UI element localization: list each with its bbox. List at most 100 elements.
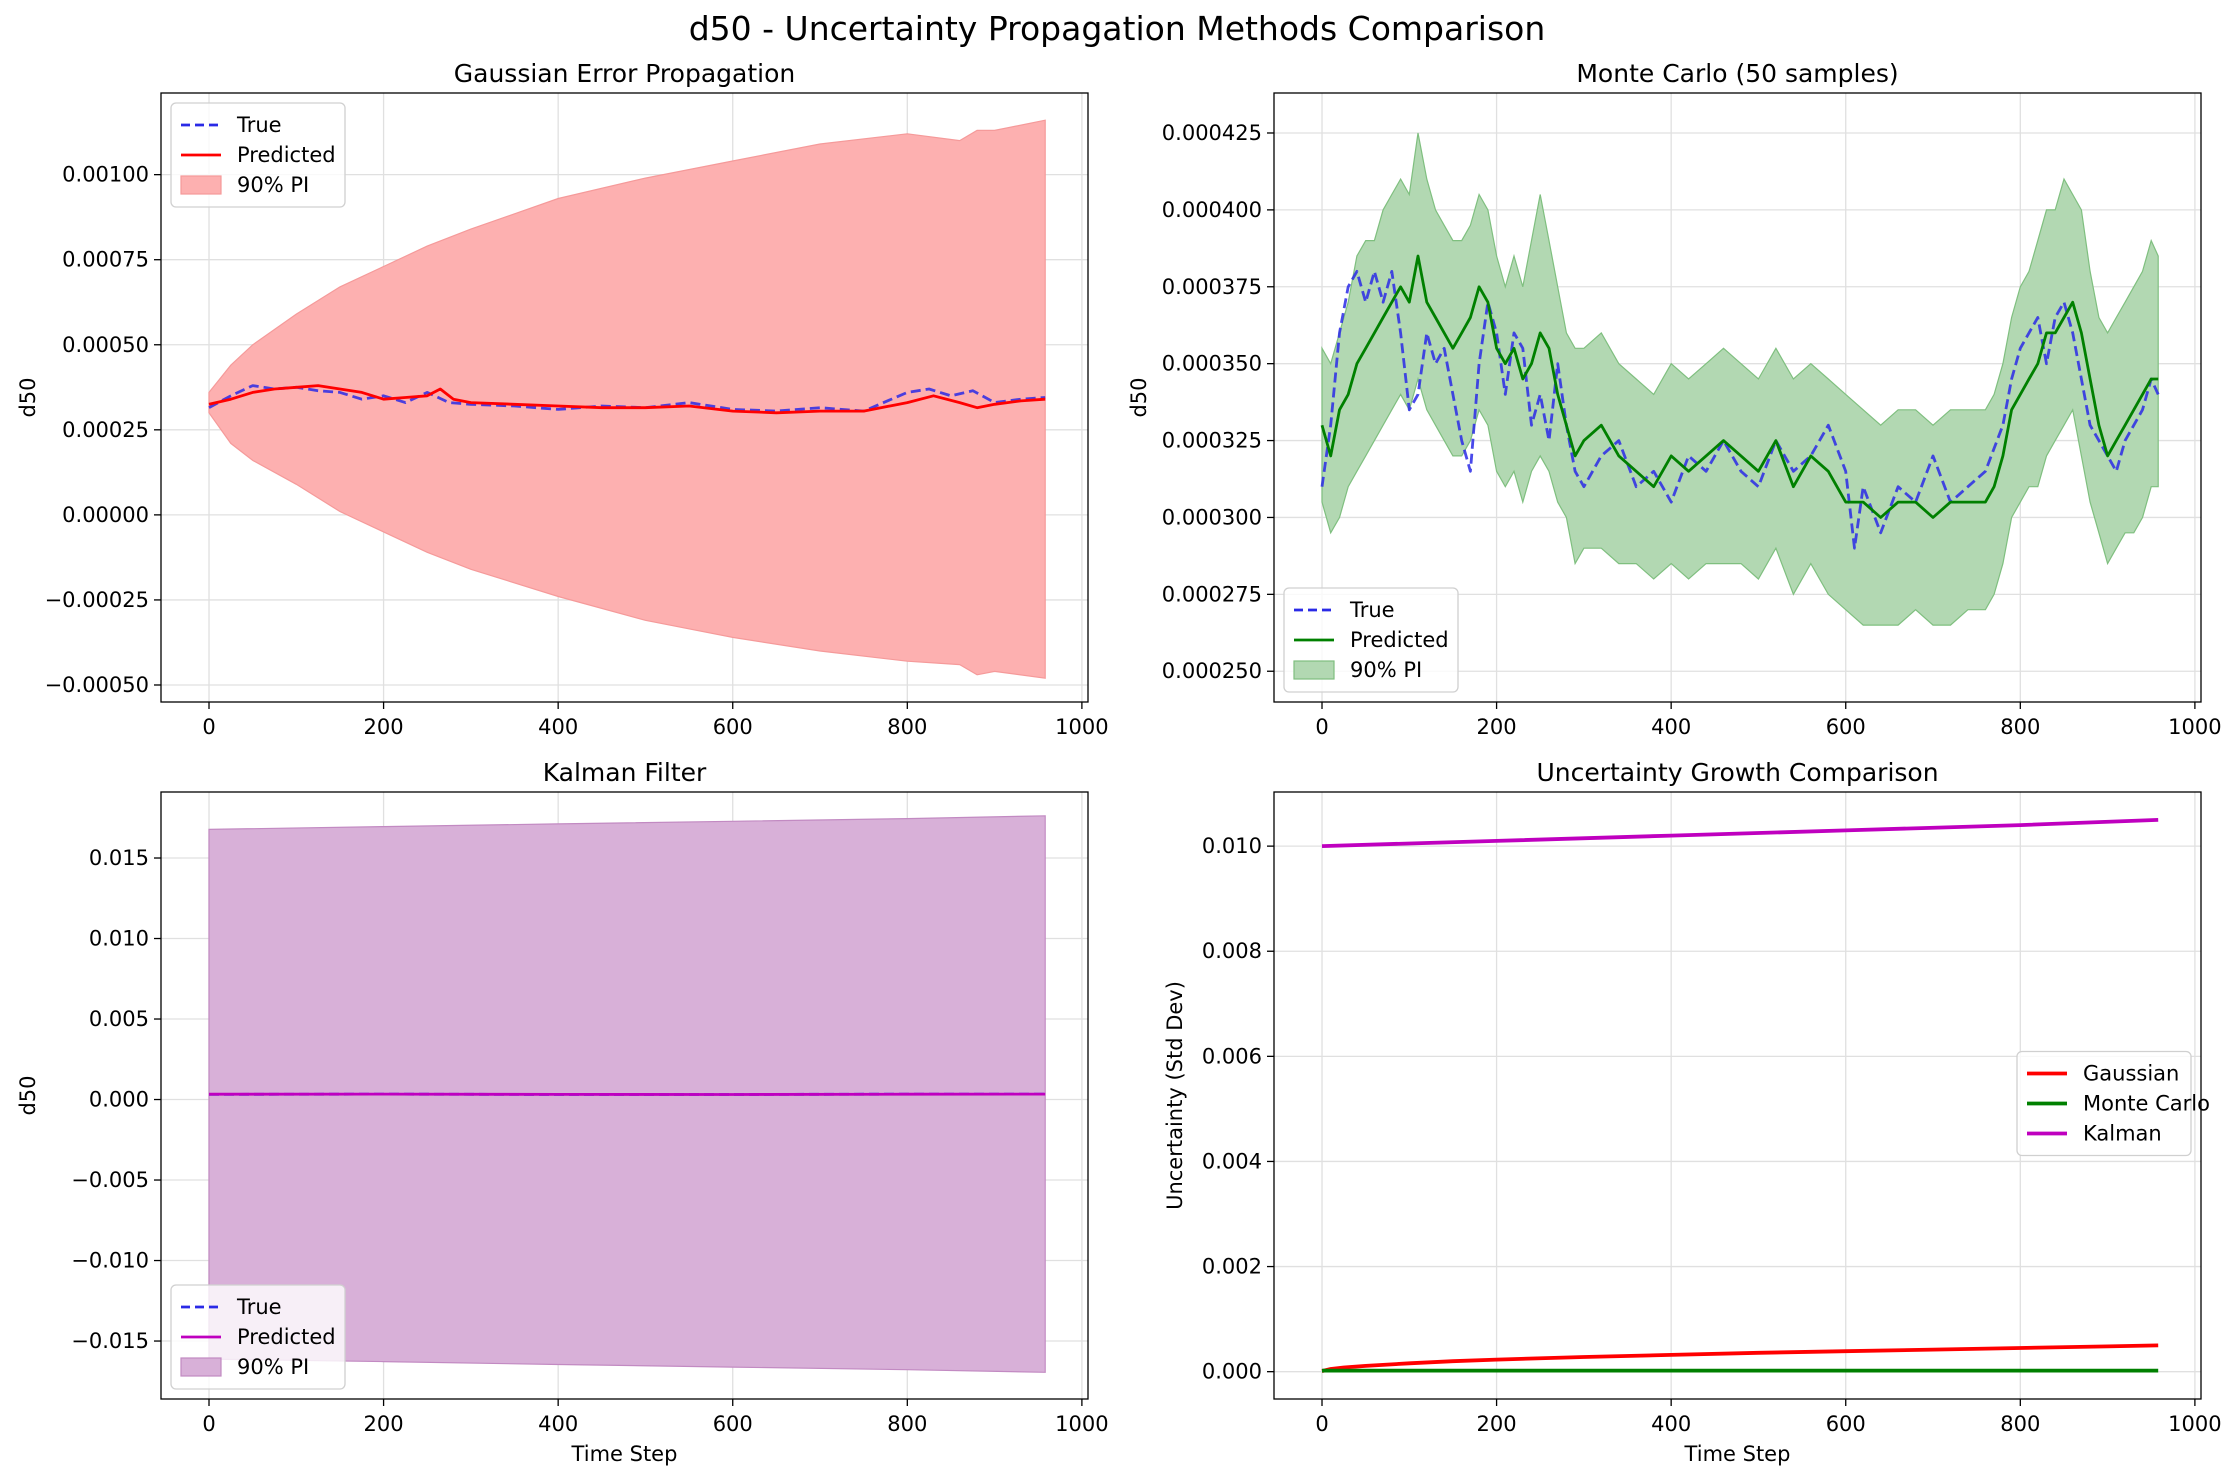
x-tick-label: 0 [1315, 715, 1328, 739]
x-tick-label: 800 [887, 715, 927, 739]
legend: True Predicted 90% PI [170, 1284, 346, 1390]
axes-frame [1273, 791, 2202, 1400]
legend-label-kalman: Kalman [2083, 1122, 2162, 1146]
y-tick-label: −0.010 [71, 1249, 149, 1273]
x-tick-label: 400 [538, 1412, 578, 1436]
panel-kalman: 0 200 400 600 800 1000 −0.015 −0.010 −0.005 0.000… [16, 758, 1109, 1466]
panel-title: Kalman Filter [543, 758, 707, 787]
y-tick-label: 0.000300 [1162, 505, 1262, 529]
legend-swatch-band [180, 175, 222, 195]
axes-frame [160, 791, 1089, 1400]
x-tick-label: 200 [364, 1412, 404, 1436]
y-tick-label: 0.000 [89, 1088, 149, 1112]
x-axis-label: Time Step [571, 1442, 678, 1466]
x-tick-label: 600 [713, 1412, 753, 1436]
panel-gaussian: 0 200 400 600 800 1000 −0.00050 −0.00025 0.00000… [16, 59, 1109, 739]
panel-title: Monte Carlo (50 samples) [1576, 59, 1898, 88]
y-tick-label: 0.000350 [1162, 352, 1262, 376]
x-tick-label: 400 [1651, 1412, 1691, 1436]
y-tick-label: −0.005 [71, 1168, 149, 1192]
x-tick-label: 0 [202, 715, 215, 739]
series-90-pi-band [208, 119, 1046, 679]
y-tick-label: 0.010 [89, 927, 149, 951]
plot-area [1321, 818, 2159, 1373]
x-tick-label: 200 [1477, 715, 1517, 739]
y-tick-label: 0.008 [1202, 939, 1262, 963]
legend-swatch-band [1293, 660, 1335, 680]
panel-title: Gaussian Error Propagation [454, 59, 795, 88]
figure-title: d50 - Uncertainty Propagation Methods Co… [689, 9, 1546, 48]
legend-label-90-pi: 90% PI [237, 173, 309, 197]
y-tick-label: 0.015 [89, 846, 149, 870]
axes-frame [160, 92, 1089, 703]
x-tick-label: 1000 [2168, 1412, 2221, 1436]
x-tick-label: 0 [1315, 1412, 1328, 1436]
legend: Gaussian Monte Carlo Kalman [2016, 1050, 2210, 1157]
x-tick-label: 1000 [1055, 715, 1108, 739]
y-tick-label: 0.000375 [1162, 275, 1262, 299]
panel-growth: 0 200 400 600 800 1000 0.000 0.002 0.004 0.006 0.0… [1163, 758, 2222, 1466]
x-tick-label: 800 [2000, 1412, 2040, 1436]
y-tick-label: 0.002 [1202, 1255, 1262, 1279]
y-tick-label: 0.000425 [1162, 121, 1262, 145]
y-tick-label: −0.00050 [45, 673, 149, 697]
y-tick-label: 0.00075 [62, 248, 149, 272]
y-tick-label: 0.000400 [1162, 198, 1262, 222]
x-tick-label: 400 [1651, 715, 1691, 739]
y-tick-label: 0.004 [1202, 1149, 1262, 1173]
series-predicted-line [1320, 254, 2159, 519]
chart-panels: 0 200 400 600 800 1000−0.00050−0.000250.00000… [16, 59, 2222, 1466]
series-kalman-line [1321, 818, 2159, 848]
y-axis-label: Uncertainty (Std Dev) [1163, 981, 1187, 1210]
series-gaussian-line [1321, 1343, 2159, 1373]
y-tick-label: 0.010 [1202, 834, 1262, 858]
x-tick-label: 0 [202, 1412, 215, 1436]
y-tick-label: 0.00025 [62, 418, 149, 442]
legend-label-predicted: Predicted [1350, 628, 1449, 652]
legend: True Predicted 90% PI [1283, 587, 1459, 693]
legend-label-monte-carlo: Monte Carlo [2083, 1092, 2210, 1116]
y-tick-label: 0.000250 [1162, 659, 1262, 683]
x-tick-label: 800 [2000, 715, 2040, 739]
y-axis-label: d50 [16, 377, 40, 417]
plot-area [208, 119, 1046, 679]
y-tick-label: 0.00050 [62, 333, 149, 357]
legend-box [2016, 1050, 2192, 1157]
legend-label-true: True [1349, 598, 1395, 622]
x-tick-label: 800 [887, 1412, 927, 1436]
x-tick-label: 600 [713, 715, 753, 739]
y-axis-label: d50 [1127, 377, 1151, 417]
legend-label-90-pi: 90% PI [1350, 658, 1422, 682]
y-tick-label: −0.00025 [45, 588, 149, 612]
legend: True Predicted 90% PI [170, 102, 346, 208]
y-tick-label: 0.00100 [62, 163, 149, 187]
y-tick-label: 0.000 [1202, 1360, 1262, 1384]
x-tick-label: 200 [1477, 1412, 1517, 1436]
series-true-line [208, 384, 1046, 413]
axes-frame [1273, 92, 2202, 703]
legend-label-predicted: Predicted [237, 1325, 336, 1349]
y-tick-label: −0.015 [71, 1329, 149, 1353]
y-tick-label: 0.000325 [1162, 429, 1262, 453]
panel-title: Uncertainty Growth Comparison [1536, 758, 1938, 787]
x-axis-label: Time Step [1684, 1442, 1791, 1466]
legend-label-90-pi: 90% PI [237, 1355, 309, 1379]
x-tick-label: 1000 [2168, 715, 2221, 739]
y-tick-label: 0.000275 [1162, 582, 1262, 606]
legend-label-gaussian: Gaussian [2083, 1062, 2179, 1086]
x-tick-label: 400 [538, 715, 578, 739]
y-tick-label: 0.00000 [62, 503, 149, 527]
y-tick-label: 0.005 [89, 1007, 149, 1031]
x-tick-label: 200 [364, 715, 404, 739]
x-tick-label: 600 [1826, 1412, 1866, 1436]
plot-area [1320, 132, 2160, 626]
plot-area [208, 815, 1046, 1373]
panel-montecarlo: 0 200 400 600 800 1000 0.000250 0.000275 0.00030… [1127, 59, 2222, 739]
x-tick-label: 600 [1826, 715, 1866, 739]
legend-label-true: True [236, 1295, 282, 1319]
x-tick-label: 1000 [1055, 1412, 1108, 1436]
series-predicted-line [208, 384, 1046, 415]
y-tick-label: 0.006 [1202, 1044, 1262, 1068]
legend-label-true: True [236, 113, 282, 137]
